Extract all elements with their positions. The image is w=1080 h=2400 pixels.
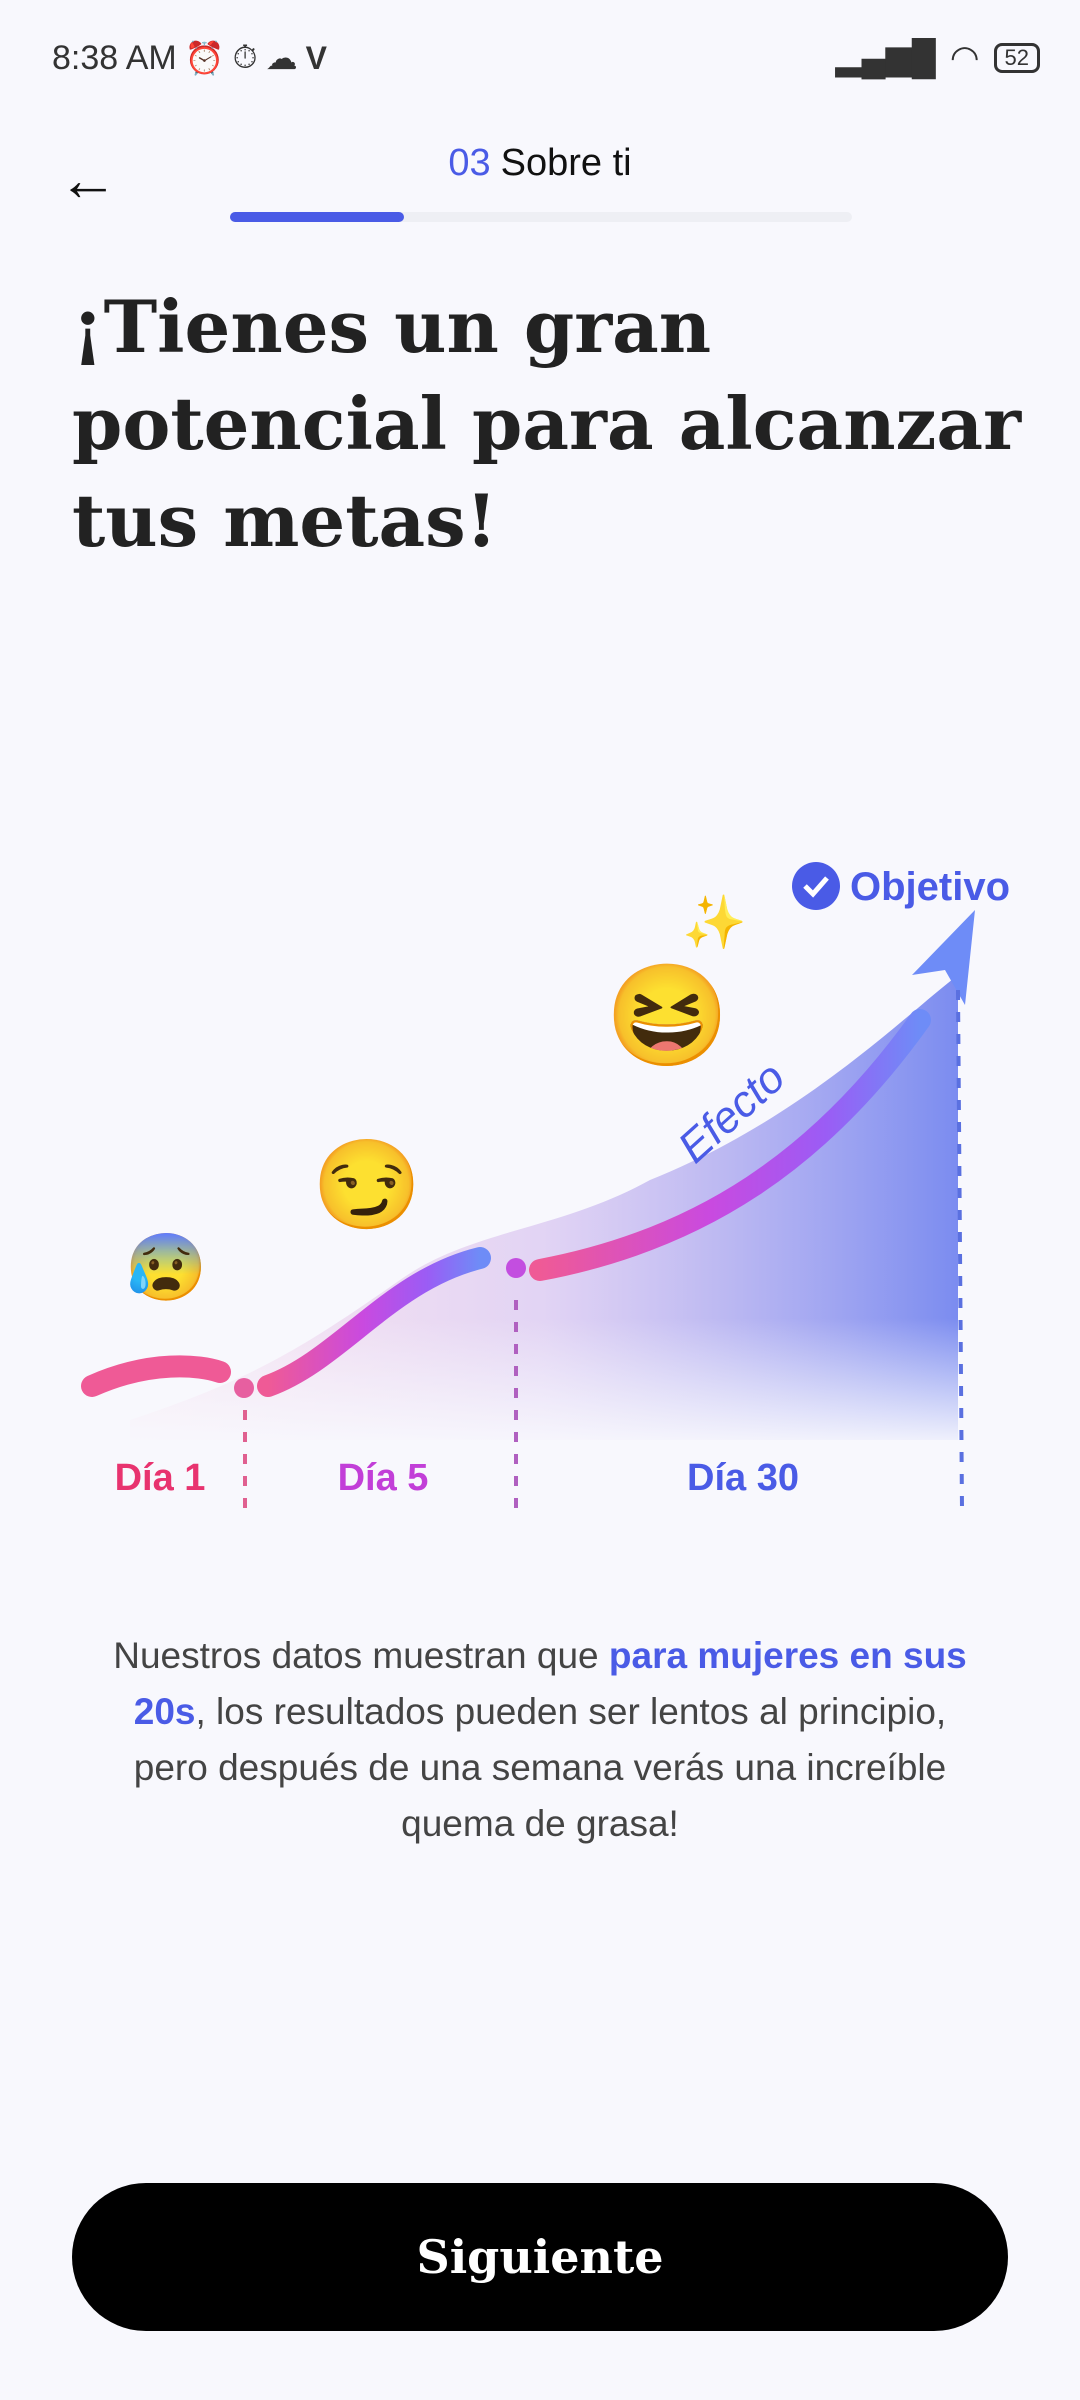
- point-day1: [234, 1378, 254, 1398]
- step-indicator: 03 Sobre ti: [0, 142, 1080, 185]
- back-arrow-icon[interactable]: ←: [58, 146, 118, 213]
- signal-icon: ▂▄▆█: [835, 39, 936, 77]
- label-day30: Día 30: [687, 1457, 799, 1499]
- description-highlight: para mujeres en sus 20s: [133, 1635, 967, 1732]
- cloud-icon: ☁: [265, 40, 298, 76]
- description-text-end: , los resultados pueden ser lentos al pr…: [133, 1691, 947, 1844]
- smirk-emoji-icon: 😏: [312, 1135, 422, 1234]
- sparkles-icon: ✨: [682, 894, 747, 952]
- alarm-icon: ⏰: [184, 40, 225, 76]
- curve-day1: [81, 1355, 231, 1397]
- progress-bar: [230, 212, 852, 222]
- status-time: 8:38 AM: [52, 38, 177, 77]
- curve-day5: [257, 1247, 491, 1397]
- arrow-head-icon: [912, 910, 975, 1005]
- step-number: 03: [448, 142, 491, 184]
- description-text: Nuestros datos muestran que: [113, 1635, 609, 1676]
- clock-icon: ⏱: [232, 39, 258, 75]
- description: Nuestros datos muestran que para mujeres…: [110, 1628, 970, 1852]
- label-day5: Día 5: [338, 1457, 429, 1499]
- battery-icon: 52: [993, 43, 1040, 73]
- wifi-icon: ◠: [949, 39, 980, 77]
- label-day1: Día 1: [115, 1457, 206, 1499]
- progress-illustration: Objetivo Efecto 😰 😏 😆 ✨ Día 1 Día 5 Día …: [0, 862, 1080, 1511]
- progress-fill: [230, 212, 405, 222]
- next-button[interactable]: Siguiente: [72, 2183, 1008, 2331]
- goal-label: Objetivo: [850, 865, 1010, 909]
- laughing-emoji-icon: 😆: [605, 960, 730, 1072]
- app-notification-icon: V: [305, 39, 327, 76]
- point-day5: [506, 1258, 526, 1278]
- curve-day30: [529, 1009, 931, 1281]
- worried-emoji-icon: 😰: [125, 1230, 207, 1304]
- step-title: Sobre ti: [500, 142, 632, 184]
- status-bar: 8:38 AM ⏰ ⏱ ☁ V ▂▄▆█ ◠ 52: [52, 30, 1040, 86]
- page-title: ¡Tienes un gran potencial para alcanzar …: [72, 284, 1022, 563]
- check-icon: [792, 862, 840, 910]
